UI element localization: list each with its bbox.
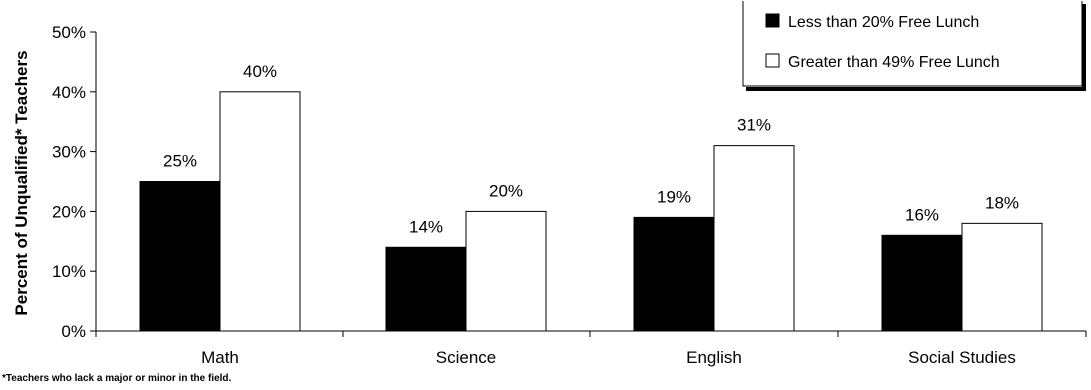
data-label: 14%	[409, 217, 443, 236]
y-tick-label: 20%	[52, 202, 86, 221]
y-tick-label: 40%	[52, 83, 86, 102]
bar-greater-than-49-social-studies	[961, 222, 1043, 332]
legend-swatch	[765, 13, 780, 28]
y-tick-label: 30%	[52, 143, 86, 162]
y-ticks: 0% 10% 20% 30% 40% 50%	[52, 23, 96, 341]
footnote: *Teachers who lack a major or minor in t…	[2, 373, 232, 384]
data-label: 16%	[905, 205, 939, 224]
y-tick-label: 0%	[61, 322, 86, 341]
y-axis-label: Percent of Unqualified* Teachers	[12, 50, 31, 315]
legend-background	[743, 1, 1082, 90]
bar-less-than-20-social-studies	[881, 234, 963, 332]
category-label: Math	[201, 348, 239, 367]
legend: Less than 20% Free Lunch Greater than 49%…	[742, 1, 1086, 91]
bar-less-than-20-science	[385, 246, 467, 332]
category-label: Science	[436, 348, 496, 367]
bar-less-than-20-english	[633, 216, 715, 332]
y-tick-label: 50%	[52, 23, 86, 42]
bar-greater-than-49-math	[219, 91, 301, 332]
bar-greater-than-49-english	[713, 145, 795, 332]
bar-less-than-20-math	[139, 181, 221, 332]
legend-label: Less than 20% Free Lunch	[788, 14, 979, 31]
data-label: 20%	[489, 181, 523, 200]
y-tick-label: 10%	[52, 262, 86, 281]
data-label: 18%	[985, 193, 1019, 212]
bar-greater-than-49-science	[465, 210, 547, 332]
legend-swatch	[765, 53, 780, 68]
category-labels: Math Science English Social Studies	[201, 348, 1016, 367]
legend-label: Greater than 49% Free Lunch	[788, 54, 1000, 71]
data-label: 25%	[163, 152, 197, 171]
data-label: 19%	[657, 187, 691, 206]
data-label: 31%	[737, 116, 771, 135]
category-label: English	[686, 348, 742, 367]
bars: 25% 40% 14% 20% 19% 31% 16% 18%	[139, 62, 1043, 332]
data-label: 40%	[243, 62, 277, 81]
category-label: Social Studies	[908, 348, 1016, 367]
